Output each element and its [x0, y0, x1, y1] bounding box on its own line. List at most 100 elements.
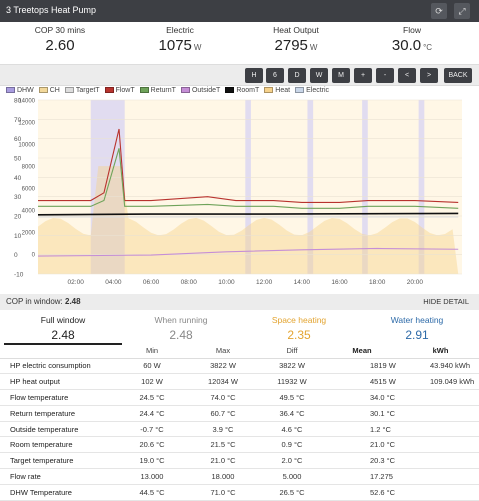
stat-label: Electric: [166, 25, 194, 35]
dhw-period-band: [307, 100, 314, 274]
series-line-outsidet: [37, 247, 459, 257]
table-cell: 12034 W: [184, 373, 262, 391]
tab-label: Space heating: [271, 315, 327, 325]
table-cell: 1.2 °C: [322, 421, 402, 438]
x-tick-label: 06:00: [143, 279, 160, 286]
header-bar: 3 Treetops Heat Pump ⟳ ⤢: [0, 0, 479, 22]
legend-item[interactable]: ReturnT: [139, 87, 176, 94]
table-cell: [402, 436, 479, 454]
y-left-tick-label: 10: [14, 233, 22, 240]
y-left-tick-label: 40: [14, 175, 22, 182]
legend-item[interactable]: RoomT: [225, 87, 259, 94]
legend-swatch: [38, 87, 48, 94]
table-cell: Flow temperature: [0, 389, 120, 406]
range-6h-button[interactable]: 6: [266, 68, 284, 83]
legend-swatch: [104, 87, 114, 94]
stat-value: 2.60: [45, 37, 75, 54]
tab-water-heating[interactable]: Water heating 2.91: [358, 315, 476, 342]
refresh-button[interactable]: ⟳: [431, 3, 447, 19]
table-cell: 44.5 °C: [120, 484, 184, 501]
table-cell: 3822 W: [262, 358, 322, 375]
y-right-tick-label: 4000: [22, 209, 36, 215]
range-month-button[interactable]: M: [332, 68, 350, 83]
stat-cop: COP 30 mins 2.60: [0, 25, 120, 54]
x-tick-label: 04:00: [105, 279, 122, 286]
table-cell: 21.5 °C: [184, 436, 262, 454]
table-cell: 19.0 °C: [120, 452, 184, 470]
pan-left-button[interactable]: <: [398, 68, 416, 83]
stat-value: 30.0: [391, 37, 422, 54]
range-day-button[interactable]: D: [288, 68, 306, 83]
legend-item[interactable]: Electric: [295, 87, 329, 94]
legend-swatch: [139, 87, 149, 94]
tab-when-running[interactable]: When running 2.48: [122, 315, 240, 342]
legend-label: DHW: [17, 87, 34, 94]
table-cell: Room temperature: [0, 436, 120, 454]
stat-value: 1075: [158, 37, 192, 54]
legend-item[interactable]: DHW: [6, 87, 34, 94]
legend-label: ReturnT: [150, 87, 176, 94]
tab-full-window[interactable]: Full window 2.48: [4, 315, 122, 345]
legend-swatch: [264, 87, 274, 94]
y-left-tick-label: -10: [14, 272, 24, 279]
table-cell: Outside temperature: [0, 421, 120, 438]
table-row: DHW Temperature 44.5 °C 71.0 °C 26.5 °C 52.6…: [0, 484, 479, 501]
table-row: Return temperature 24.4 °C 60.7 °C 36.4 °C 3…: [0, 405, 479, 422]
table-cell: -0.7 °C: [120, 421, 184, 438]
stats-row: COP 30 mins 2.60 Electric 1075 W Heat Out…: [0, 22, 479, 64]
y-right-tick-label: 2000: [22, 231, 36, 237]
y-left-tick-label: 0: [14, 252, 18, 259]
legend-item[interactable]: CH: [38, 87, 60, 94]
stat-unit: °C: [423, 43, 433, 52]
y-right-tick-label: 6000: [22, 187, 36, 193]
zoom-out-button[interactable]: -: [376, 68, 394, 83]
table-cell: Target temperature: [0, 452, 120, 470]
series-line-roomt: [37, 212, 459, 216]
tab-label: Full window: [40, 315, 86, 325]
expand-button[interactable]: ⤢: [454, 3, 470, 19]
range-hour-button[interactable]: H: [245, 68, 263, 83]
table-cell: 24.5 °C: [120, 389, 184, 406]
range-week-button[interactable]: W: [310, 68, 328, 83]
page-title: 3 Treetops Heat Pump: [6, 5, 97, 15]
legend-swatch: [64, 87, 74, 94]
table-cell: 20.6 °C: [120, 436, 184, 454]
x-tick-label: 08:00: [181, 279, 198, 286]
y-left-tick-label: 60: [14, 136, 22, 143]
series-line-returnt: [38, 148, 459, 209]
stat-flow: Flow 30.0 °C: [352, 25, 472, 54]
legend-item[interactable]: Heat: [264, 87, 290, 94]
table-cell: DHW Temperature: [0, 484, 120, 501]
stat-value: 2795: [274, 37, 308, 54]
table-cell: HP heat output: [0, 373, 120, 391]
dhw-period-band: [362, 100, 368, 274]
heat-area: [38, 166, 459, 274]
table-header-cell: Diff: [262, 343, 322, 359]
x-tick-label: 10:00: [218, 279, 235, 286]
cop-window-bar: COP in window: 2.48 HIDE DETAIL: [0, 294, 479, 310]
legend-label: RoomT: [236, 87, 260, 94]
y-left-tick-label: 30: [14, 194, 22, 201]
legend-item[interactable]: OutsideT: [180, 87, 220, 94]
tab-space-heating[interactable]: Space heating 2.35: [240, 315, 358, 342]
legend-item[interactable]: FlowT: [104, 87, 135, 94]
zoom-in-button[interactable]: +: [354, 68, 372, 83]
time-toolbar: H 6 D W M + - < > BACK: [0, 64, 479, 86]
pan-right-button[interactable]: >: [420, 68, 438, 83]
legend-swatch: [6, 87, 15, 94]
table-cell: Return temperature: [0, 405, 120, 422]
table-cell: 4515 W: [322, 373, 402, 391]
back-button[interactable]: BACK: [444, 68, 472, 83]
hide-detail-button[interactable]: HIDE DETAIL: [423, 297, 469, 306]
legend-label: FlowT: [115, 87, 135, 94]
legend-label: Electric: [306, 87, 330, 94]
y-left-tick-label: 70: [14, 117, 22, 124]
table-row: Target temperature 19.0 °C 21.0 °C 2.0 °C 20…: [0, 452, 479, 470]
x-tick-label: 02:00: [68, 279, 85, 286]
table-cell: Flow rate: [0, 468, 120, 485]
table-cell: 21.0 °C: [322, 436, 402, 454]
legend-item[interactable]: TargetT: [64, 87, 100, 94]
history-chart[interactable]: 80 70 60 50 40 30 20 10 0 -10 14000 12000 10000 8000 6…: [0, 96, 479, 292]
stat-unit: W: [193, 43, 202, 52]
legend-swatch: [225, 87, 235, 94]
